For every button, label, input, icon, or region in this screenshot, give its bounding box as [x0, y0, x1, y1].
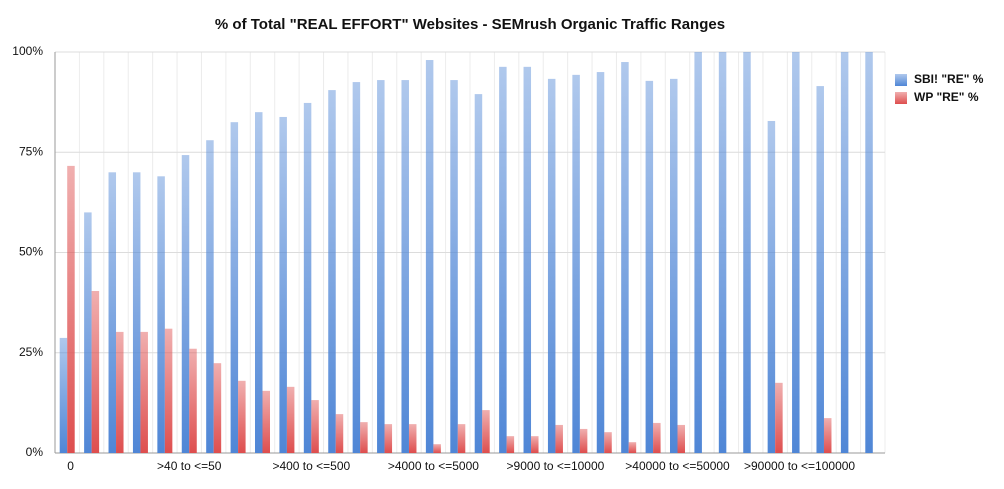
bar: [67, 165, 75, 453]
bar: [286, 386, 295, 453]
bar: [523, 66, 532, 453]
bar: [59, 337, 68, 453]
y-tick-label: 75%: [19, 144, 43, 158]
bar: [767, 120, 776, 454]
bar: [718, 52, 727, 453]
bar: [181, 155, 190, 453]
bar: [164, 328, 173, 453]
bar: [213, 363, 222, 453]
bar: [743, 52, 751, 453]
bar: [140, 331, 148, 453]
bar: [360, 422, 368, 453]
bar: [474, 94, 483, 453]
bar: [457, 424, 466, 453]
bar: [116, 331, 124, 453]
bar: [84, 212, 92, 453]
bar: [311, 400, 319, 453]
legend-label: WP "RE" %: [914, 90, 979, 104]
x-tick-label: >400 to <=500: [272, 459, 350, 473]
bar: [108, 172, 117, 454]
bar: [531, 436, 539, 453]
x-tick-label: >90000 to <=100000: [744, 459, 855, 473]
bar: [206, 140, 214, 453]
bar: [425, 60, 434, 454]
bar: [335, 414, 344, 453]
x-tick-label: >40 to <=50: [157, 459, 222, 473]
y-tick-label: 0%: [26, 445, 44, 459]
bar: [816, 86, 824, 454]
bar: [653, 422, 661, 453]
bar: [823, 418, 832, 453]
bar: [450, 80, 458, 453]
bar: [670, 78, 678, 453]
bar: [572, 74, 580, 454]
bar: [775, 382, 783, 453]
bar: [328, 90, 336, 453]
x-tick-label: >4000 to <=5000: [388, 459, 479, 473]
bar: [384, 424, 393, 453]
bar: [279, 116, 287, 453]
bar: [547, 78, 556, 453]
y-tick-label: 100%: [12, 44, 43, 58]
bar: [555, 424, 563, 453]
bar: [645, 80, 654, 453]
bar: [677, 424, 685, 453]
bar: [694, 52, 702, 453]
bar: [303, 102, 312, 453]
x-tick-label: 0: [67, 459, 74, 473]
bar: [865, 52, 873, 453]
legend-swatch: [895, 92, 907, 104]
bar: [579, 428, 588, 453]
bar: [377, 80, 385, 453]
legend-label: SBI! "RE" %: [914, 72, 984, 86]
bar: [401, 80, 409, 453]
y-tick-label: 25%: [19, 345, 43, 359]
bar: [352, 82, 361, 453]
y-tick-label: 50%: [19, 245, 43, 259]
bar: [230, 122, 239, 454]
bar: [792, 52, 800, 453]
bar: [604, 432, 612, 453]
bar: [408, 424, 417, 453]
bar: [262, 390, 270, 453]
legend-swatch: [895, 74, 907, 86]
bar: [91, 290, 100, 453]
bar: [499, 66, 507, 453]
bar: [840, 52, 849, 453]
x-tick-label: >9000 to <=10000: [507, 459, 605, 473]
bar: [433, 444, 441, 453]
bar: [189, 348, 197, 453]
bar: [132, 172, 141, 454]
x-tick-label: >40000 to <=50000: [625, 459, 730, 473]
bar: [255, 112, 263, 454]
bar: [621, 62, 629, 454]
chart-title: % of Total "REAL EFFORT" Websites - SEMr…: [215, 16, 725, 33]
bar: [596, 72, 605, 454]
bar: [628, 442, 637, 453]
bar: [506, 436, 515, 453]
bar: [238, 380, 246, 453]
bar: [482, 410, 490, 453]
bar: [157, 176, 165, 453]
